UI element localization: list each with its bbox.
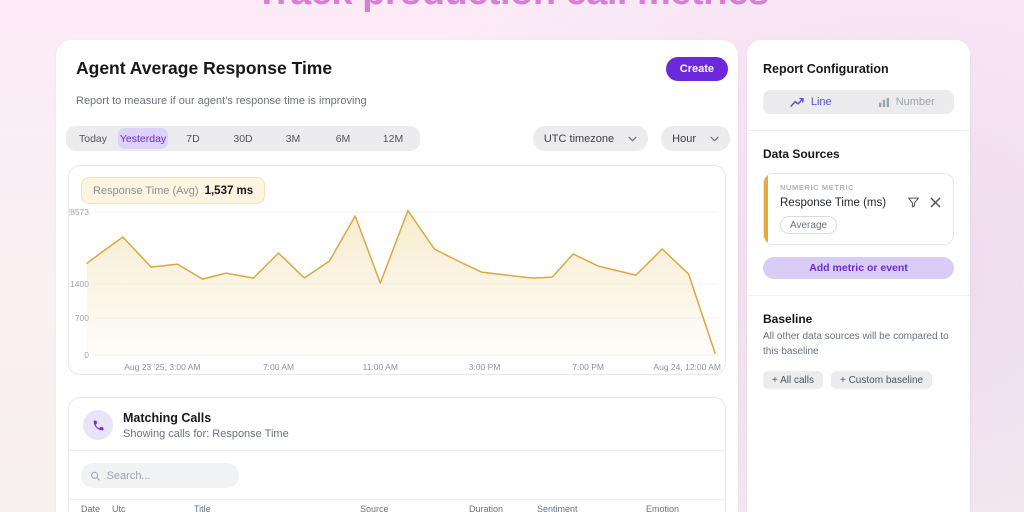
close-icon — [930, 197, 941, 208]
divider — [747, 295, 970, 296]
interval-select-value: Hour — [672, 132, 696, 145]
chevron-down-icon — [628, 136, 637, 141]
bar-chart-icon — [878, 97, 889, 107]
search-input[interactable] — [106, 469, 230, 482]
create-button[interactable]: Create — [665, 57, 728, 81]
filter-button[interactable] — [907, 196, 920, 209]
metric-kind: NUMERIC METRIC — [780, 183, 855, 192]
calls-table-header: Date Utc Title Source Duration Sentiment Emoti… — [69, 504, 725, 512]
aggregation-pill[interactable]: Average — [780, 216, 838, 234]
timezone-select[interactable]: UTC timezone — [532, 126, 649, 151]
range-tab-12m[interactable]: 12M — [368, 128, 418, 149]
chart-controls: UTC timezone Hour — [532, 126, 730, 151]
divider — [69, 450, 725, 451]
range-tab-30d[interactable]: 30D — [218, 128, 268, 149]
svg-text:Aug 23 '25, 3:00 AM: Aug 23 '25, 3:00 AM — [124, 362, 200, 372]
svg-text:11:00 AM: 11:00 AM — [363, 362, 398, 372]
baseline-heading: Baseline — [763, 312, 813, 326]
baseline-option-0[interactable]: + All calls — [763, 371, 823, 389]
line-chart-icon — [790, 97, 804, 107]
report-configuration-panel: Report Configuration Line Number Data So… — [747, 40, 970, 512]
svg-text:7:00 AM: 7:00 AM — [263, 362, 294, 372]
column-header-utc[interactable]: Utc — [112, 504, 126, 512]
svg-text:3:00 PM: 3:00 PM — [469, 362, 501, 372]
view-toggle-number-label: Number — [895, 96, 935, 108]
column-header-title[interactable]: Title — [194, 504, 211, 512]
search-icon — [91, 471, 100, 480]
range-tab-7d[interactable]: 7D — [168, 128, 218, 149]
metric-accent-bar — [764, 174, 768, 244]
svg-text:28573: 28573 — [69, 207, 89, 217]
divider — [69, 499, 725, 500]
range-tab-3m[interactable]: 3M — [268, 128, 318, 149]
remove-metric-button[interactable] — [930, 197, 941, 208]
series-label: Response Time (Avg) — [93, 184, 199, 197]
calls-search — [81, 463, 239, 488]
chevron-down-icon — [710, 136, 719, 141]
svg-text:7:00 PM: 7:00 PM — [572, 362, 604, 372]
matching-calls-panel: Matching Calls Showing calls for: Respon… — [68, 397, 726, 512]
svg-text:700: 700 — [75, 313, 89, 323]
range-tab-today[interactable]: Today — [68, 128, 118, 149]
report-card: Agent Average Response Time Create Repor… — [56, 40, 738, 512]
time-range-tabs: Today Yesterday 7D 30D 3M 6M 12M — [66, 126, 420, 151]
column-header-sentiment[interactable]: Sentiment — [537, 504, 578, 512]
column-header-duration[interactable]: Duration — [469, 504, 504, 512]
column-header-emotion[interactable]: Emotion — [646, 504, 680, 512]
baseline-options: + All calls + Custom baseline — [747, 359, 970, 389]
sidebar-title: Report Configuration — [763, 62, 889, 76]
timezone-select-value: UTC timezone — [543, 132, 615, 145]
divider — [747, 130, 970, 131]
svg-text:1400: 1400 — [70, 279, 89, 289]
report-subtitle: Report to measure if our agent's respons… — [76, 95, 367, 107]
response-time-chart[interactable]: 28573 1400 700 0 Aug 23 '25, 3:00 AM 7:00 AM 1… — [69, 166, 725, 374]
range-tab-yesterday[interactable]: Yesterday — [118, 128, 168, 149]
baseline-description: All other data sources will be compared … — [763, 331, 949, 357]
metric-name: Response Time (ms) — [780, 196, 887, 209]
svg-text:Aug 24, 12:00 AM: Aug 24, 12:00 AM — [653, 362, 721, 372]
phone-icon-badge — [83, 410, 113, 440]
chart-panel: Response Time (Avg) 1,537 ms 28573 1400 70… — [68, 165, 726, 375]
add-metric-button[interactable]: Add metric or event — [763, 257, 954, 279]
matching-calls-subtitle: Showing calls for: Response Time — [123, 427, 289, 440]
metric-card: NUMERIC METRIC Response Time (ms) Averag… — [763, 173, 954, 245]
matching-calls-title: Matching Calls — [123, 410, 212, 425]
phone-icon — [93, 420, 103, 430]
report-title: Agent Average Response Time — [76, 58, 333, 78]
range-tab-6m[interactable]: 6M — [318, 128, 368, 149]
interval-select[interactable]: Hour — [661, 126, 730, 151]
view-toggle-line-label: Line — [810, 96, 832, 108]
funnel-icon — [908, 197, 919, 208]
svg-text:0: 0 — [84, 350, 89, 360]
data-sources-heading: Data Sources — [763, 147, 840, 161]
view-type-toggle: Line Number — [763, 90, 954, 114]
baseline-option-1[interactable]: + Custom baseline — [830, 371, 933, 389]
series-value: 1,537 ms — [204, 184, 254, 197]
page-title: Track production call metrics — [0, 0, 1024, 11]
column-header-date[interactable]: Date — [81, 504, 101, 512]
series-badge: Response Time (Avg) 1,537 ms — [81, 177, 266, 204]
view-toggle-line[interactable]: Line — [763, 90, 859, 114]
column-header-source[interactable]: Source — [360, 504, 389, 512]
view-toggle-number[interactable]: Number — [859, 90, 955, 114]
